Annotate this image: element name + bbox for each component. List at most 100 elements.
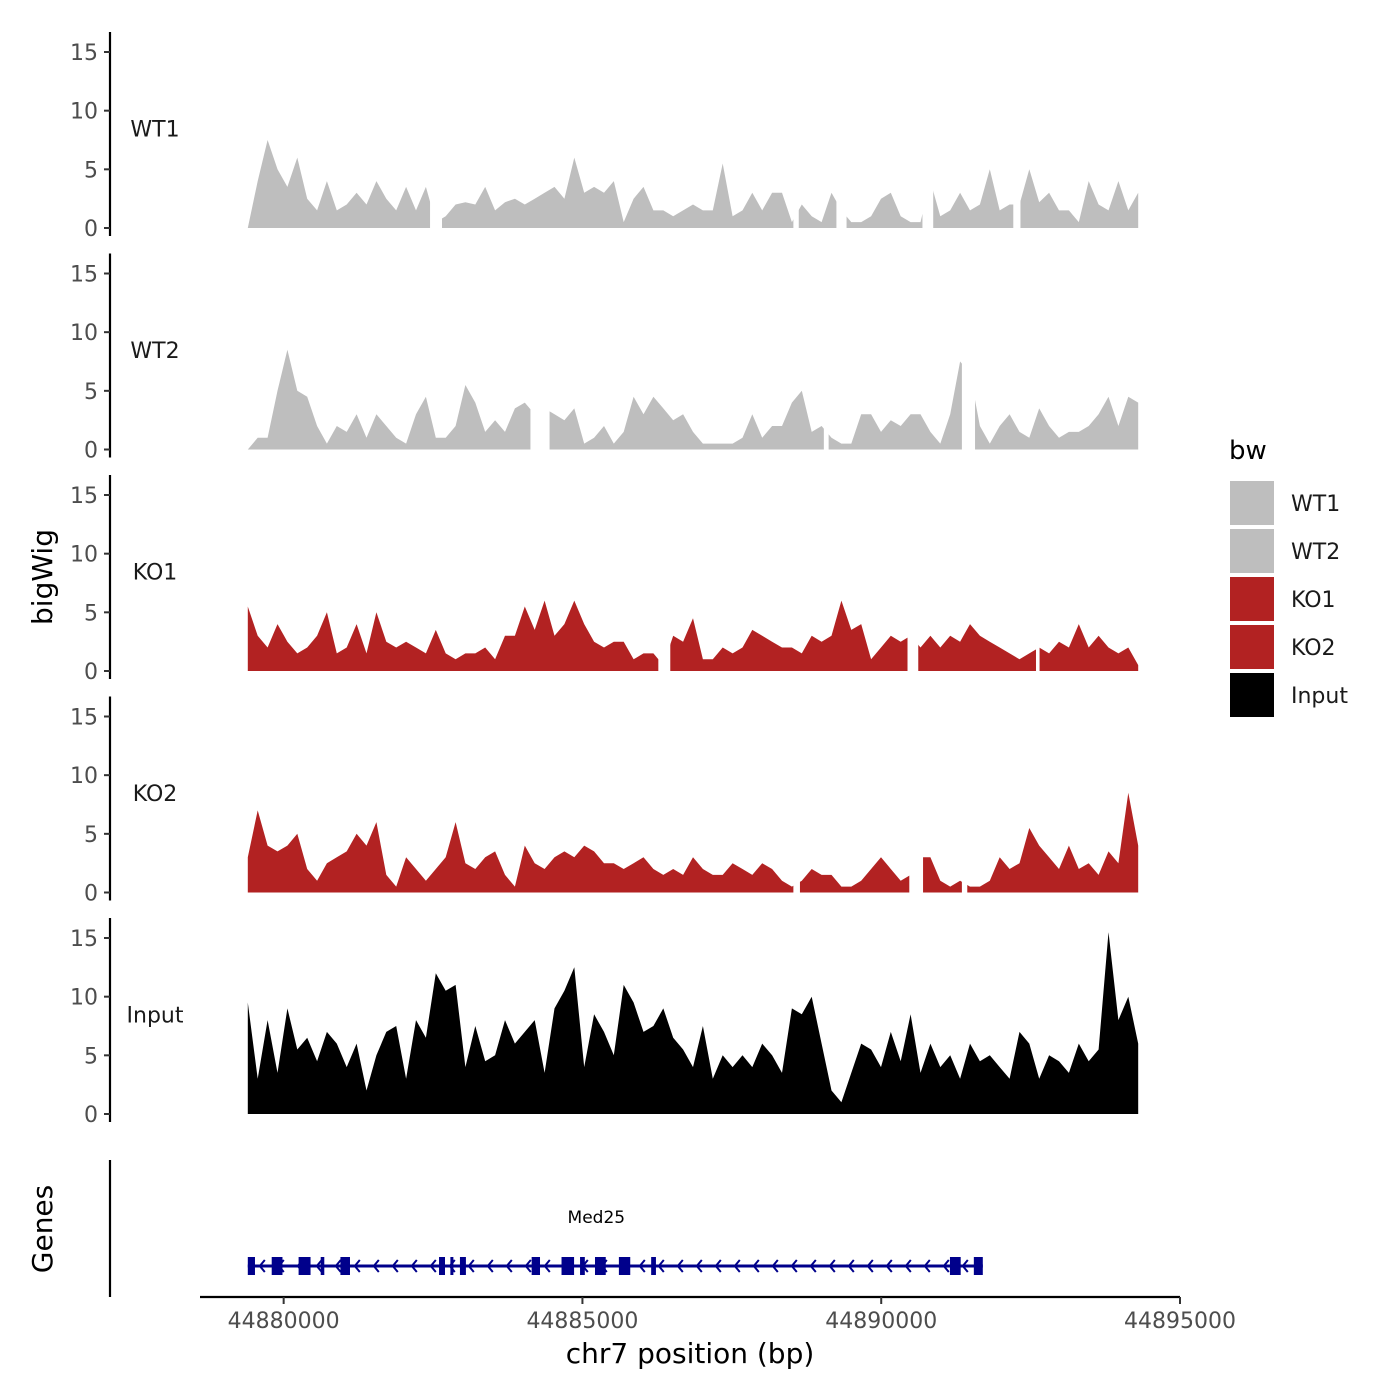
y-tick-label: 5 <box>84 823 98 848</box>
strand-arrow <box>334 1259 342 1273</box>
exon <box>949 1257 961 1275</box>
x-tick-label: 44895000 <box>1124 1309 1236 1334</box>
track-ko1: 0 5 10 15 KO1 <box>70 475 1139 685</box>
gene-track: Med25 <box>108 1160 983 1297</box>
y-tick-label: 15 <box>70 927 98 952</box>
coverage-gap <box>793 40 799 230</box>
strand-arrow <box>638 1259 646 1273</box>
strand-arrow <box>828 1259 836 1273</box>
legend-label: WT2 <box>1291 540 1340 565</box>
strand-arrow <box>790 1259 798 1273</box>
track-wt2: 0 5 10 15 WT2 <box>70 253 1139 464</box>
exon <box>618 1257 631 1275</box>
exon <box>271 1257 283 1275</box>
track-wt1: 0 5 10 15 WT1 <box>70 32 1139 242</box>
strand-arrow <box>353 1259 361 1273</box>
track-input: 0 5 10 15 Input <box>70 918 1139 1128</box>
coverage-gap <box>430 40 443 230</box>
gene-med25: Med25 <box>247 1208 983 1275</box>
exon <box>459 1257 466 1275</box>
strand-arrow <box>866 1259 874 1273</box>
y-tick-label: 0 <box>84 1103 98 1128</box>
exon <box>580 1257 585 1275</box>
area-wt1 <box>247 140 1139 228</box>
legend-item-wt1: WT1 <box>1228 479 1340 527</box>
legend-label: WT1 <box>1291 492 1340 517</box>
exon <box>298 1257 311 1275</box>
strand-arrow <box>885 1259 893 1273</box>
track-ko2: 0 5 10 15 KO2 <box>70 696 1139 907</box>
strand-arrow <box>505 1259 513 1273</box>
strand-arrow <box>961 1259 969 1273</box>
legend-label: KO1 <box>1291 588 1336 613</box>
strand-arrow <box>809 1259 817 1273</box>
strand-arrow <box>771 1259 779 1273</box>
legend-title: bw <box>1229 436 1267 466</box>
strand-arrow <box>543 1259 551 1273</box>
strand-arrow <box>315 1259 323 1273</box>
y-tick-label: 10 <box>70 543 98 568</box>
coverage-gap <box>1013 40 1021 230</box>
coverage-gap <box>922 40 934 230</box>
y-tick-label: 5 <box>84 601 98 626</box>
area-ko1 <box>247 600 1139 671</box>
strand-arrow <box>752 1259 760 1273</box>
genes-axis-title: Genes <box>26 1185 59 1273</box>
coverage-gap <box>530 261 550 451</box>
legend-swatch <box>1228 527 1276 575</box>
coverage-gap <box>961 704 968 894</box>
exon <box>320 1257 325 1275</box>
y-tick-label: 5 <box>84 1044 98 1069</box>
strand-arrow <box>695 1259 703 1273</box>
strand-arrow <box>391 1259 399 1273</box>
strand-arrow <box>657 1259 665 1273</box>
y-tick-label: 10 <box>70 321 98 346</box>
track-label-input: Input <box>127 1003 184 1028</box>
exon <box>561 1257 575 1275</box>
y-tick-label: 0 <box>84 439 98 464</box>
area-wt2 <box>247 349 1139 450</box>
exon <box>340 1257 350 1275</box>
y-tick-label: 10 <box>70 764 98 789</box>
y-tick-label: 15 <box>70 41 98 66</box>
strand-arrow <box>429 1259 437 1273</box>
signal-tracks: 0 5 10 15 WT1 0 5 10 15 WT2 0 5 10 15 KO1 0 5 10 15 KO2 0 5 10… <box>70 32 1139 1128</box>
strand-arrow <box>524 1259 532 1273</box>
legend-swatch <box>1228 671 1276 719</box>
strand-arrow <box>372 1259 380 1273</box>
coverage-gap <box>1035 483 1040 672</box>
area-input <box>247 932 1139 1114</box>
track-label-wt1: WT1 <box>130 117 179 142</box>
coverage-gap <box>823 261 829 451</box>
y-tick-label: 15 <box>70 706 98 731</box>
legend-swatch <box>1228 623 1276 671</box>
y-tick-label: 0 <box>84 217 98 242</box>
coverage-gap <box>909 704 924 894</box>
y-tick-label: 15 <box>70 263 98 288</box>
y-tick-label: 5 <box>84 158 98 183</box>
exon <box>651 1257 656 1275</box>
track-label-ko2: KO2 <box>133 782 178 807</box>
exon <box>450 1257 454 1275</box>
exon <box>439 1257 445 1275</box>
strand-arrow <box>258 1259 266 1273</box>
area-ko2 <box>247 792 1139 893</box>
strand-arrow <box>904 1259 912 1273</box>
coverage-gap <box>658 483 671 672</box>
coverage-gap <box>793 704 800 894</box>
legend-items: WT1 WT2 KO1 KO2 Input <box>1228 479 1348 719</box>
legend-item-input: Input <box>1228 671 1348 719</box>
legend-label: KO2 <box>1291 636 1336 661</box>
coverage-gap <box>907 483 919 672</box>
gene-label: Med25 <box>568 1208 626 1228</box>
x-tick-label: 44880000 <box>228 1309 340 1334</box>
x-axis: 44880000 44885000 44890000 44895000 <box>200 1295 1236 1334</box>
strand-arrow <box>923 1259 931 1273</box>
track-label-wt2: WT2 <box>130 339 179 364</box>
legend-swatch <box>1228 575 1276 623</box>
legend-swatch <box>1228 479 1276 527</box>
legend-item-ko1: KO1 <box>1228 575 1336 623</box>
strand-arrow <box>467 1259 475 1273</box>
y-tick-label: 10 <box>70 986 98 1011</box>
